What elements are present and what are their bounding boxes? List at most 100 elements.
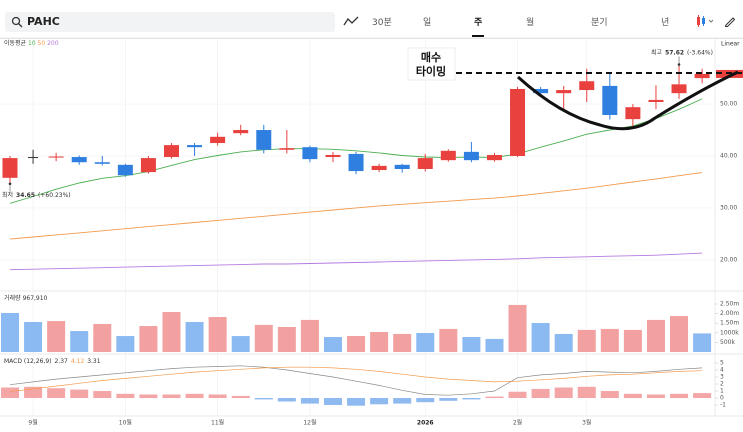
volume-bar [600,328,619,352]
scale-label: Linear [721,41,740,48]
volume-bar [693,333,712,352]
macd-legend-value: 2.37 [54,358,68,365]
macd-histogram-bar [323,398,342,406]
macd-histogram-bar [347,398,366,406]
candle-body [417,158,433,169]
y-tick-label: 2 [720,381,724,388]
candle-body [187,145,203,148]
macd-legend-value: 3.31 [87,358,101,365]
y-tick-label: 2.00m [720,310,739,317]
moving-average-line [9,172,703,240]
volume-bar [485,338,504,352]
macd-histogram-bar [162,394,181,399]
interval-tab[interactable]: 일 [423,18,432,28]
volume-bar [162,312,181,352]
indicator-icon[interactable] [343,15,359,27]
volume-bar [646,319,665,352]
volume-bar [416,332,435,352]
low-label-part: (+60.23%) [38,191,71,198]
macd-legend: MACD (12,26,9) 2.37 4.12 3.31 [4,358,101,365]
volume-bar [1,312,19,352]
y-tick-label: 50.00 [720,101,737,108]
low-marker [8,182,12,186]
x-tick-label: 2026 [417,420,434,427]
macd-histogram-bar [47,388,66,399]
legend-item: 200 [45,40,59,47]
low-label-part: 34.65 [16,191,35,198]
y-tick-label: 0 [720,395,724,402]
candle-body [486,154,502,161]
legend-item: 50 [36,40,46,47]
macd-histogram-bar [277,398,296,402]
macd-histogram-bar [93,391,112,399]
volume-bar [24,322,43,352]
y-tick-label: 1000k [720,329,739,336]
macd-histogram-bar [554,387,573,399]
volume-bar [185,322,204,352]
volume-bar [300,319,319,352]
y-tick-label: 1 [720,388,724,395]
macd-title: MACD (12,26,9) [4,358,51,365]
candle-body [163,145,179,158]
draw-icon[interactable] [724,15,736,27]
high-label-part: (-3.64%) [687,49,713,56]
volume-bar [93,323,112,352]
macd-histogram-bar [139,394,158,399]
macd-histogram-bar [693,393,712,399]
cup-curve [516,70,739,131]
candle-body [279,148,295,150]
toolbar: PAHC 30분 일 주 월 분기 년 [0,0,743,39]
volume-current: 967,910 [23,295,48,302]
macd-histogram-bar [1,387,19,399]
macd-histogram-bar [670,393,689,399]
volume-legend: 거래량 967,910 [4,294,48,302]
legend-item: 10 [26,40,36,47]
macd-histogram-bar [185,393,204,399]
candle-body [140,158,156,173]
macd-histogram-bar [531,388,550,399]
macd-histogram-bar [116,393,135,399]
high-label: 최고 57.62 (-3.64%) [651,48,713,56]
y-tick-label: 5 [720,360,724,367]
callout-line: 매수 [421,50,441,64]
volume-bar [139,326,158,352]
volume-bar [347,336,366,352]
volume-bar [70,331,89,352]
candle-body [233,130,249,134]
candle-body [579,81,595,91]
symbol: PAHC [27,15,60,28]
y-tick-label: 2.50m [720,300,739,307]
macd-histogram-bar [439,398,458,401]
y-tick-label: 3 [720,374,724,381]
interval-tab[interactable]: 월 [526,18,535,28]
macd-histogram-bar [231,395,250,399]
volume-bar [47,321,66,352]
volume-bar [231,336,250,352]
x-tick-label: 9월 [28,419,37,427]
chart-type-icon[interactable] [696,14,716,28]
high-label-part: 57.62 [665,49,684,56]
ma-legend: 이동평균 10 50 200 [4,39,59,47]
volume-bar [531,322,550,352]
high-marker [677,63,681,66]
candle-body [510,89,526,157]
volume-bar [670,316,689,352]
macd-histogram-bar [254,398,273,400]
volume-bar [208,317,227,352]
candle-body [440,150,456,161]
candle-body [348,153,364,172]
candle-body [71,157,87,163]
volume-title: 거래량 [4,294,21,302]
candle-body [463,151,479,161]
interval-tab[interactable]: 분기 [591,18,608,28]
candle-body [533,89,549,94]
volume-bar [623,329,642,352]
macd-histogram-bar [300,398,319,404]
symbol-search[interactable]: PAHC [5,12,335,32]
volume-bar [277,327,296,352]
interval-tab[interactable]: 년 [661,18,670,28]
interval-tab[interactable]: 30분 [372,18,392,28]
y-tick-label: 20.00 [720,256,737,263]
interval-tab[interactable]: 주 [471,15,485,37]
high-label-part: 최고 [651,48,663,56]
